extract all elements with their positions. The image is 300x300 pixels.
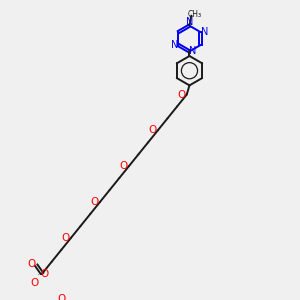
Text: O: O: [57, 294, 65, 300]
Text: N: N: [190, 46, 197, 56]
Text: N: N: [201, 27, 208, 37]
Text: N: N: [171, 40, 178, 50]
Text: O: O: [177, 90, 185, 100]
Text: O: O: [40, 269, 49, 279]
Text: CH₃: CH₃: [188, 10, 202, 19]
Text: O: O: [30, 278, 38, 288]
Text: N: N: [186, 17, 193, 27]
Text: O: O: [90, 197, 99, 207]
Text: O: O: [119, 161, 128, 171]
Text: O: O: [148, 125, 156, 135]
Text: O: O: [28, 260, 36, 269]
Text: O: O: [61, 233, 70, 243]
